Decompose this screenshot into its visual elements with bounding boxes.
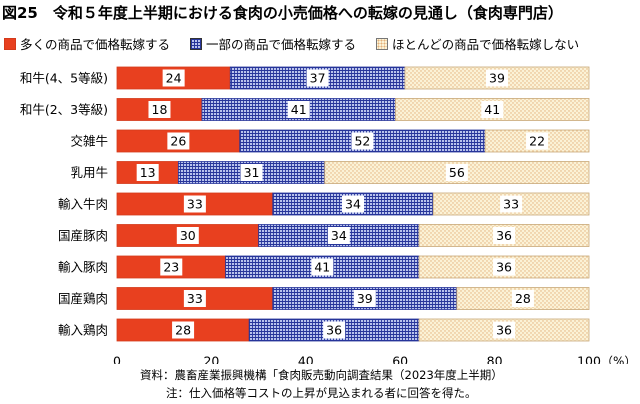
data-label-many: 23 xyxy=(163,260,179,275)
data-label-some: 41 xyxy=(314,260,330,275)
category-label: 交雑牛 xyxy=(70,134,108,149)
source-text: 資料：農畜産業振興機構「食肉販売動向調査結果（2023年度上半期） xyxy=(140,368,503,382)
chart-title: 図25 令和５年度上半期における食肉の小売価格への転嫁の見通し（食肉専門店） xyxy=(2,4,563,22)
data-label-background xyxy=(160,258,183,276)
data-label-some: 36 xyxy=(326,323,342,338)
data-label-many: 13 xyxy=(140,165,156,180)
data-label-background xyxy=(148,101,171,118)
category-label: 和牛(4、5等級) xyxy=(20,71,108,86)
data-label-few: 36 xyxy=(496,323,512,338)
data-label-many: 30 xyxy=(180,228,196,243)
x-tick-label: 0 xyxy=(113,354,121,365)
data-label-many: 28 xyxy=(175,323,191,338)
legend-swatch-many xyxy=(4,37,16,50)
data-label-some: 34 xyxy=(331,228,347,243)
legend-item-many: 多くの商品で価格転嫁する xyxy=(4,34,170,53)
data-label-background xyxy=(136,164,159,181)
data-label-background xyxy=(342,195,364,213)
data-label-some: 37 xyxy=(310,71,326,86)
legend-label-some: 一部の商品で価格転嫁する xyxy=(206,37,357,52)
data-label-few: 28 xyxy=(515,291,531,306)
data-label-background xyxy=(351,132,374,150)
data-label-background xyxy=(493,258,516,276)
data-label-few: 33 xyxy=(503,197,519,212)
data-label-background xyxy=(511,290,534,307)
data-label-background xyxy=(500,195,523,213)
data-label-some: 34 xyxy=(345,197,361,212)
x-tick-label: 60 xyxy=(392,354,408,365)
data-label-many: 24 xyxy=(166,71,182,86)
data-label-some: 41 xyxy=(291,102,307,117)
data-label-background xyxy=(240,164,263,181)
data-label-background xyxy=(183,290,206,307)
data-label-background xyxy=(493,227,516,244)
data-label-background xyxy=(481,101,504,118)
source-notes: 資料：農畜産業振興機構「食肉販売動向調査結果（2023年度上半期） 注：仕入価格… xyxy=(140,366,503,402)
x-tick-label: 20 xyxy=(203,354,219,365)
data-label-many: 33 xyxy=(187,197,203,212)
data-label-background xyxy=(311,258,334,276)
x-axis: 0 20 40 60 80 100 （%） xyxy=(113,354,636,365)
data-label-many: 33 xyxy=(187,291,203,306)
data-label-few: 56 xyxy=(449,165,465,180)
x-tick-label: 40 xyxy=(298,354,314,365)
data-label-background xyxy=(323,321,346,339)
category-label: 輸入豚肉 xyxy=(58,260,108,275)
data-label-few: 36 xyxy=(496,228,512,243)
data-label-many: 18 xyxy=(152,102,168,117)
data-label-some: 39 xyxy=(357,291,373,306)
legend-label-few: ほとんどの商品で価格転嫁しない xyxy=(392,37,580,52)
data-label-many: 26 xyxy=(170,134,186,149)
category-label: 乳用牛 xyxy=(70,165,108,180)
legend: 多くの商品で価格転嫁する 一部の商品で価格転嫁する ほとんどの商品で価格転嫁しな… xyxy=(4,34,636,53)
data-label-some: 31 xyxy=(244,165,260,180)
data-label-background xyxy=(172,321,195,339)
data-label-background xyxy=(445,164,468,181)
category-label: 輸入牛肉 xyxy=(58,197,108,212)
x-axis-unit: （%） xyxy=(601,355,636,365)
data-label-background xyxy=(176,227,199,244)
legend-item-some: 一部の商品で価格転嫁する xyxy=(190,34,356,53)
bar-chart: 和牛(4、5等級) 和牛(2、3等級) 交雑牛乳用牛輸入牛肉国産豚肉輸入豚肉国産鶏肉… xyxy=(20,66,636,365)
legend-swatch-some xyxy=(190,37,203,50)
data-label-some: 52 xyxy=(354,134,370,149)
x-tick-label: 100 xyxy=(577,354,601,365)
category-label: 国産豚肉 xyxy=(58,228,108,243)
legend-item-few: ほとんどの商品で価格転嫁しない xyxy=(376,34,579,53)
bars: 24 37 39 18 41 41 26 52 22 13 31 56 33 34 33 30 34 36 23 41… xyxy=(116,66,590,342)
data-label-background xyxy=(162,69,185,87)
data-label-background xyxy=(327,227,350,244)
legend-swatch-few xyxy=(376,37,389,50)
data-label-background xyxy=(485,69,508,87)
x-tick-label: 80 xyxy=(487,354,503,365)
data-label-background xyxy=(287,101,310,118)
category-label: 和牛(2、3等級) xyxy=(20,102,108,117)
category-label: 国産鶏肉 xyxy=(58,291,108,306)
data-label-background xyxy=(526,132,549,150)
data-label-background xyxy=(353,290,376,307)
data-label-background xyxy=(183,195,206,213)
data-label-few: 41 xyxy=(484,102,500,117)
legend-label-many: 多くの商品で価格転嫁する xyxy=(20,37,171,52)
data-label-few: 36 xyxy=(496,260,512,275)
data-label-background xyxy=(306,69,329,87)
data-label-few: 39 xyxy=(489,71,505,86)
data-label-background xyxy=(167,132,190,150)
data-label-few: 22 xyxy=(529,134,545,149)
category-labels: 和牛(4、5等級) 和牛(2、3等級) 交雑牛乳用牛輸入牛肉国産豚肉輸入豚肉国産鶏肉… xyxy=(20,71,108,338)
category-label: 輸入鶏肉 xyxy=(58,323,108,338)
note-text: 注：仕入価格等コストの上昇が見込まれる者に回答を得た。 xyxy=(166,386,477,400)
data-label-background xyxy=(493,321,516,339)
